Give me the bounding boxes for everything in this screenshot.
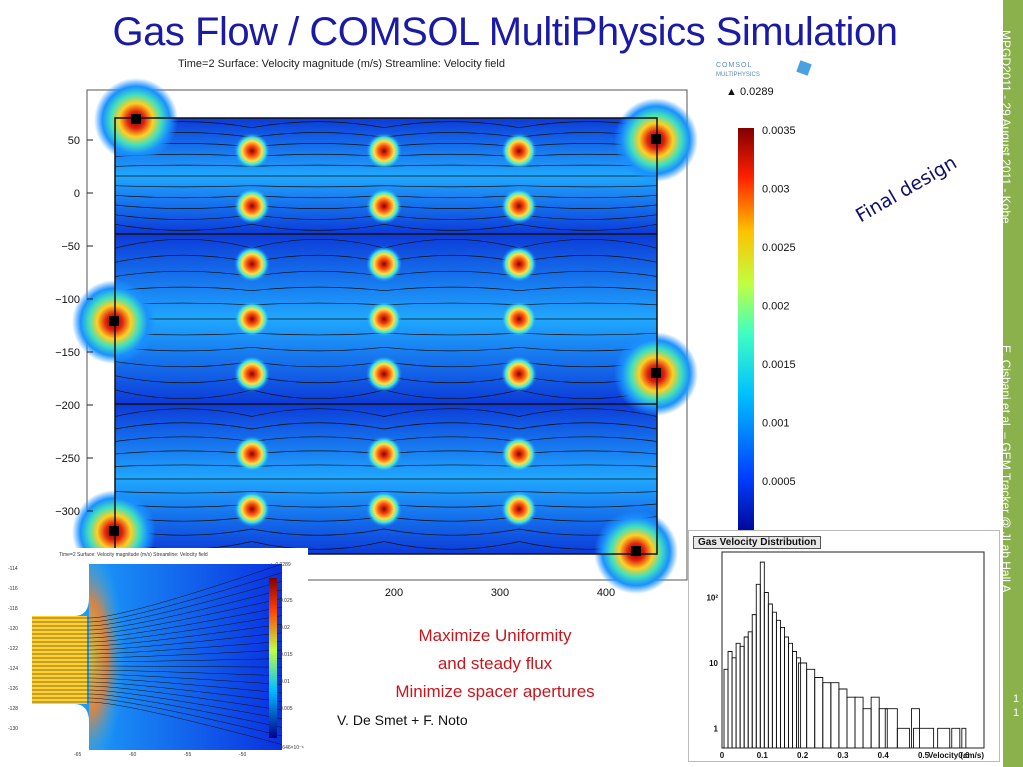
inset-y-tick: -124 [8, 666, 18, 672]
y-tick-label: −150 [55, 347, 80, 359]
y-tick-label: 50 [68, 135, 80, 147]
credit-text: V. De Smet + F. Noto [337, 712, 468, 728]
tagline-line-2: and steady flux [437, 654, 553, 673]
histogram-bar [913, 727, 935, 748]
histogram-bar [878, 708, 888, 748]
inset-x-tick: -50 [239, 752, 246, 758]
y-tick-label: −50 [61, 241, 80, 253]
colorbar-tick-label: 0.003 [762, 184, 790, 196]
inset-y-tick: -120 [8, 626, 18, 632]
histogram-x-tick: 0.2 [797, 751, 809, 760]
y-tick-label: −250 [55, 453, 80, 465]
x-axis-ticks: 200 300 400 [385, 587, 615, 599]
inset-y-tick: -128 [8, 706, 18, 712]
histogram-x-tick: 0.6 [958, 751, 970, 760]
tagline-line-3: Minimize spacer apertures [395, 682, 595, 701]
main-velocity-plot: 50 0 −50 −100 −150 −200 −250 −300 200 300 400 [55, 78, 698, 599]
histogram-chart: 0 0.1 0.2 0.3 0.4 0.5 0.6 10² 10 1 Velocity (cm/… [706, 551, 985, 760]
plot-caption: Time=2 Surface: Velocity magnitude (m/s)… [178, 58, 505, 70]
inset-min-marker: ▼ 4.9646×10⁻⁶ [269, 745, 304, 751]
x-tick-label: 200 [385, 587, 403, 599]
inset-colorbar-tick: 0.01 [280, 679, 290, 685]
comsol-logo: COMSOL MULTIPHYSICS [712, 58, 822, 80]
histogram-x-tick: 0.3 [837, 751, 849, 760]
colorbar-tick-label: 0.001 [762, 418, 790, 430]
x-tick-label: 300 [491, 587, 509, 599]
histogram-bar [937, 727, 951, 748]
max-value-marker: ▲ 0.0289 [726, 86, 774, 98]
inset-colorbar-tick: 0.015 [280, 652, 293, 658]
inset-x-tick: -55 [184, 752, 191, 758]
histogram-y-tick: 10² [706, 594, 718, 603]
sidebar-conference-text: MPGD2011 - 29 August 2011 - Kobe [999, 30, 1013, 224]
inset-y-tick: -126 [8, 686, 18, 692]
colorbar-tick-label: 0.0035 [762, 125, 796, 137]
inset-x-tick: -60 [129, 752, 136, 758]
histogram-x-tick: 0.5 [918, 751, 930, 760]
y-tick-label: −300 [55, 506, 80, 518]
colorbar: 0.0035 0.003 0.0025 0.002 0.0015 0.001 0.0005 [738, 125, 796, 538]
inset-y-tick: -122 [8, 646, 18, 652]
histogram-xlabel: Velocity (cm/s) [928, 751, 984, 760]
section-dividers [114, 117, 658, 555]
histogram-bar [951, 727, 961, 748]
histogram-bar [796, 657, 802, 748]
histogram-bar [896, 727, 910, 748]
histogram-x-tick: 0.4 [878, 751, 890, 760]
colorbar-tick-label: 0.0025 [762, 242, 796, 254]
y-tick-label: −200 [55, 400, 80, 412]
inset-y-tick: -114 [8, 566, 18, 572]
svg-text:MULTIPHYSICS: MULTIPHYSICS [716, 72, 760, 78]
colorbar-tick-label: 0.0015 [762, 359, 796, 371]
colorbar-tick-label: 0.002 [762, 301, 790, 313]
histogram-title: Gas Velocity Distribution [693, 536, 822, 549]
inset-field: -114 -116 -118 -120 -122 -124 -126 -128 -130 -65… [8, 563, 293, 758]
histogram-x-tick: 0 [720, 751, 725, 760]
sidebar-bar [1003, 0, 1023, 767]
sidebar-author-text: E. Cisbani et al. – GEM Tracker @ JLab H… [999, 345, 1013, 593]
port-markers [109, 114, 661, 556]
tagline: Maximize Uniformity and steady flux Mini… [320, 622, 670, 706]
colorbar-tick-label: 0.0005 [762, 476, 796, 488]
y-axis-ticks: 50 0 −50 −100 −150 −200 −250 −300 [55, 135, 93, 518]
inset-y-tick: -130 [8, 726, 18, 732]
y-tick-label: 0 [74, 188, 80, 200]
inset-colorbar-tick: 0.02 [280, 625, 290, 631]
svg-text:COMSOL: COMSOL [716, 62, 752, 69]
inset-colorbar-tick: 0.025 [280, 598, 293, 604]
inset-caption: Time=2 Surface: Velocity magnitude (m/s)… [59, 552, 208, 558]
histogram-x-tick: 0.1 [757, 751, 769, 760]
y-tick-label: −100 [55, 294, 80, 306]
inset-plot: Time=2 Surface: Velocity magnitude (m/s)… [4, 548, 308, 758]
page-number: 1 1 [1012, 693, 1020, 719]
tagline-line-1: Maximize Uniformity [418, 626, 572, 645]
histogram-y-tick: 10 [709, 659, 718, 668]
inset-colorbar-tick: 0.005 [280, 706, 293, 712]
inset-y-tick: -118 [8, 606, 18, 612]
histogram-y-tick: 1 [714, 724, 719, 733]
inset-y-tick: -116 [8, 586, 18, 592]
inset-x-tick: -65 [74, 752, 81, 758]
page-title: Gas Flow / COMSOL MultiPhysics Simulatio… [112, 10, 898, 54]
x-tick-label: 400 [597, 587, 615, 599]
final-design-annotation: Final design [852, 151, 961, 228]
histogram-bar [961, 727, 967, 748]
